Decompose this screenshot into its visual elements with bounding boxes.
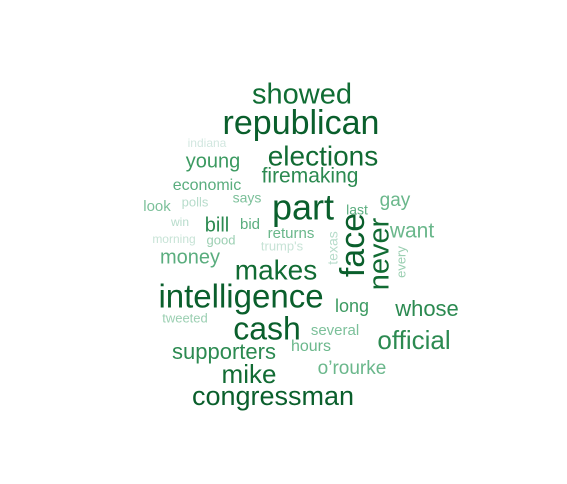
word-firemaking: firemaking	[262, 165, 359, 188]
word-want: want	[389, 220, 435, 243]
word-whose: whose	[394, 296, 459, 321]
word-hours: hours	[291, 338, 331, 355]
word-trumps: trump's	[261, 238, 304, 253]
word-young: young	[186, 150, 241, 172]
word-elections: elections	[268, 140, 379, 171]
word-showed: showed	[252, 79, 352, 111]
word-gay: gay	[380, 190, 411, 211]
word-never: never	[364, 217, 396, 290]
word-part: part	[272, 187, 334, 228]
word-economic: economic	[173, 177, 241, 194]
word-makes: makes	[235, 254, 317, 285]
word-bid: bid	[240, 216, 260, 233]
word-good: good	[207, 232, 236, 247]
word-last: last	[346, 202, 368, 218]
word-says: says	[233, 190, 262, 206]
word-tweeted: tweeted	[162, 310, 208, 325]
word-morning: morning	[152, 232, 195, 246]
word-every: every	[393, 246, 408, 278]
word-win: win	[170, 215, 189, 229]
word-mike: mike	[222, 359, 277, 389]
word-cash: cash	[233, 310, 301, 346]
word-official: official	[377, 325, 450, 355]
word-congressman: congressman	[192, 381, 354, 411]
word-texas: texas	[325, 231, 341, 264]
word-long: long	[335, 296, 369, 316]
word-republican: republican	[223, 104, 380, 142]
word-money: money	[160, 246, 220, 268]
word-polls: polls	[182, 194, 209, 209]
word-returns: returns	[268, 225, 315, 242]
word-look: look	[143, 198, 171, 215]
word-face: face	[334, 213, 372, 277]
word-several: several	[311, 322, 359, 339]
word-orourke: o’rourke	[318, 358, 387, 379]
word-intelligence: intelligence	[158, 278, 323, 315]
word-indiana: indiana	[188, 136, 227, 150]
word-bill: bill	[205, 214, 229, 236]
word-supporters: supporters	[172, 339, 276, 364]
